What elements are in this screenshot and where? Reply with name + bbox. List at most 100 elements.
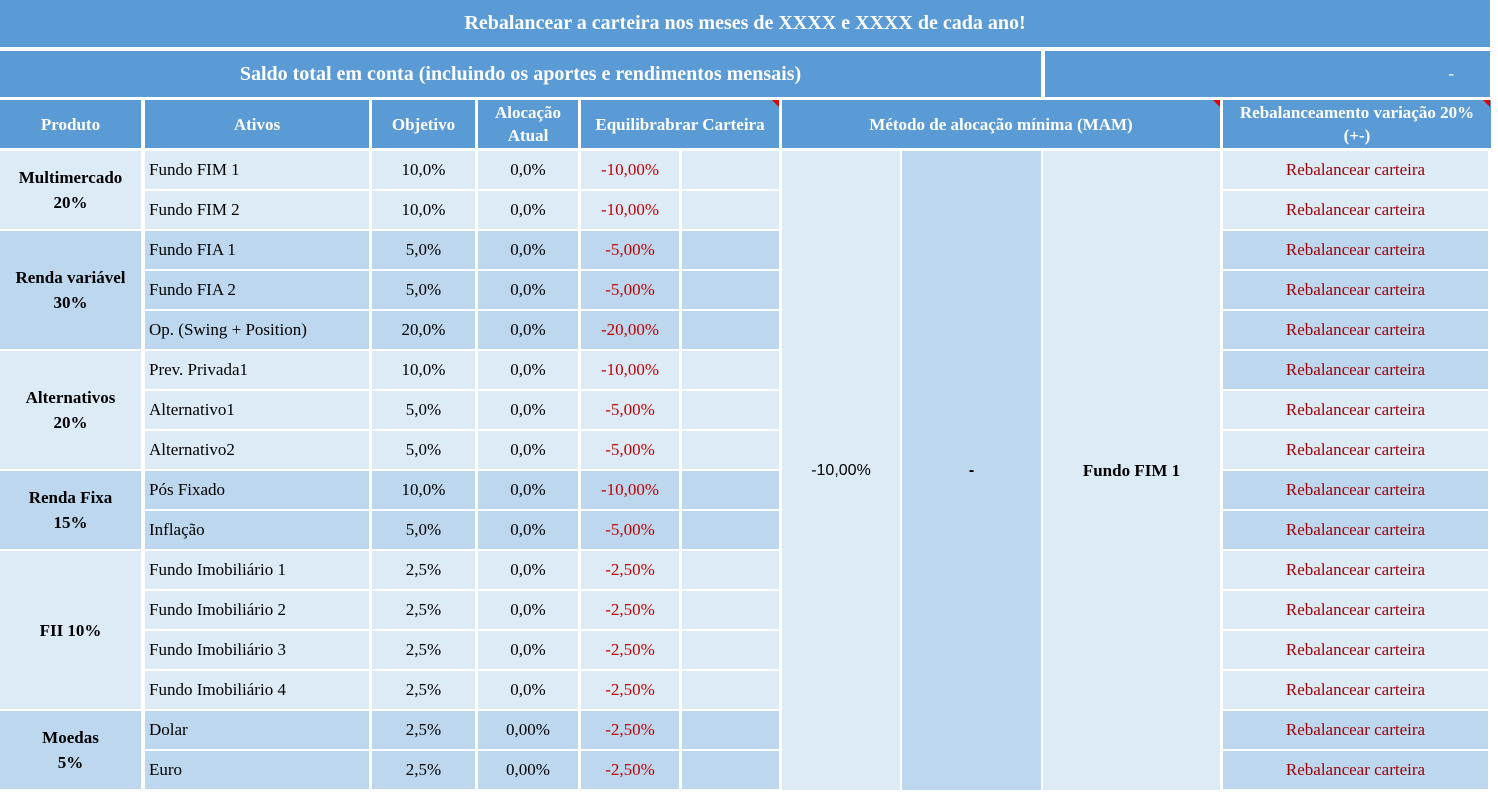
product-group-cell[interactable]: Renda variável 30% — [0, 231, 141, 349]
equilibrar-cell[interactable]: -2,50% — [581, 591, 679, 629]
saldo-value-cell[interactable]: - — [1045, 51, 1490, 97]
equilibrar-cell[interactable]: -10,00% — [581, 471, 679, 509]
mam-amount-cell[interactable]: - — [902, 151, 1041, 790]
asset-cell[interactable]: Alternativo1 — [145, 391, 369, 429]
asset-cell[interactable]: Fundo Imobiliário 2 — [145, 591, 369, 629]
objetivo-cell[interactable]: 20,0% — [372, 311, 475, 349]
equilibrar-value-cell[interactable] — [682, 231, 779, 269]
rebalancear-cell[interactable]: Rebalancear carteira — [1223, 471, 1488, 509]
equilibrar-value-cell[interactable] — [682, 751, 779, 789]
alocacao-cell[interactable]: 0,0% — [478, 391, 578, 429]
equilibrar-value-cell[interactable] — [682, 311, 779, 349]
rebalancear-cell[interactable]: Rebalancear carteira — [1223, 391, 1488, 429]
objetivo-cell[interactable]: 10,0% — [372, 471, 475, 509]
rebalancear-cell[interactable]: Rebalancear carteira — [1223, 671, 1488, 709]
equilibrar-cell[interactable]: -2,50% — [581, 671, 679, 709]
asset-cell[interactable]: Pós Fixado — [145, 471, 369, 509]
rebalancear-cell[interactable]: Rebalancear carteira — [1223, 151, 1488, 189]
equilibrar-cell[interactable]: -2,50% — [581, 711, 679, 749]
rebalancear-cell[interactable]: Rebalancear carteira — [1223, 231, 1488, 269]
equilibrar-value-cell[interactable] — [682, 191, 779, 229]
objetivo-cell[interactable]: 2,5% — [372, 711, 475, 749]
alocacao-cell[interactable]: 0,0% — [478, 471, 578, 509]
objetivo-cell[interactable]: 2,5% — [372, 551, 475, 589]
objetivo-cell[interactable]: 2,5% — [372, 671, 475, 709]
rebalancear-cell[interactable]: Rebalancear carteira — [1223, 191, 1488, 229]
equilibrar-value-cell[interactable] — [682, 631, 779, 669]
alocacao-cell[interactable]: 0,0% — [478, 671, 578, 709]
rebalancear-cell[interactable]: Rebalancear carteira — [1223, 271, 1488, 309]
rebalancear-cell[interactable]: Rebalancear carteira — [1223, 311, 1488, 349]
objetivo-cell[interactable]: 5,0% — [372, 271, 475, 309]
asset-cell[interactable]: Fundo FIM 1 — [145, 151, 369, 189]
asset-cell[interactable]: Op. (Swing + Position) — [145, 311, 369, 349]
alocacao-cell[interactable]: 0,0% — [478, 311, 578, 349]
equilibrar-value-cell[interactable] — [682, 671, 779, 709]
comment-flag-icon[interactable] — [772, 100, 779, 107]
objetivo-cell[interactable]: 5,0% — [372, 431, 475, 469]
alocacao-cell[interactable]: 0,0% — [478, 431, 578, 469]
rebalancear-cell[interactable]: Rebalancear carteira — [1223, 511, 1488, 549]
equilibrar-value-cell[interactable] — [682, 711, 779, 749]
objetivo-cell[interactable]: 2,5% — [372, 631, 475, 669]
equilibrar-value-cell[interactable] — [682, 391, 779, 429]
equilibrar-value-cell[interactable] — [682, 591, 779, 629]
rebalancear-cell[interactable]: Rebalancear carteira — [1223, 631, 1488, 669]
equilibrar-cell[interactable]: -5,00% — [581, 391, 679, 429]
product-group-cell[interactable]: Moedas 5% — [0, 711, 141, 789]
asset-cell[interactable]: Fundo Imobiliário 3 — [145, 631, 369, 669]
equilibrar-cell[interactable]: -20,00% — [581, 311, 679, 349]
equilibrar-value-cell[interactable] — [682, 551, 779, 589]
asset-cell[interactable]: Fundo FIA 1 — [145, 231, 369, 269]
asset-cell[interactable]: Inflação — [145, 511, 369, 549]
alocacao-cell[interactable]: 0,0% — [478, 631, 578, 669]
objetivo-cell[interactable]: 5,0% — [372, 391, 475, 429]
rebalancear-cell[interactable]: Rebalancear carteira — [1223, 591, 1488, 629]
equilibrar-value-cell[interactable] — [682, 431, 779, 469]
mam-fund-cell[interactable]: Fundo FIM 1 — [1043, 151, 1220, 790]
rebalancear-cell[interactable]: Rebalancear carteira — [1223, 551, 1488, 589]
objetivo-cell[interactable]: 10,0% — [372, 151, 475, 189]
alocacao-cell[interactable]: 0,00% — [478, 751, 578, 789]
equilibrar-cell[interactable]: -5,00% — [581, 431, 679, 469]
alocacao-cell[interactable]: 0,0% — [478, 551, 578, 589]
equilibrar-cell[interactable]: -5,00% — [581, 511, 679, 549]
objetivo-cell[interactable]: 5,0% — [372, 231, 475, 269]
alocacao-cell[interactable]: 0,00% — [478, 711, 578, 749]
equilibrar-cell[interactable]: -2,50% — [581, 631, 679, 669]
objetivo-cell[interactable]: 10,0% — [372, 351, 475, 389]
objetivo-cell[interactable]: 10,0% — [372, 191, 475, 229]
alocacao-cell[interactable]: 0,0% — [478, 351, 578, 389]
asset-cell[interactable]: Fundo Imobiliário 4 — [145, 671, 369, 709]
rebalancear-cell[interactable]: Rebalancear carteira — [1223, 431, 1488, 469]
alocacao-cell[interactable]: 0,0% — [478, 231, 578, 269]
equilibrar-value-cell[interactable] — [682, 271, 779, 309]
alocacao-cell[interactable]: 0,0% — [478, 511, 578, 549]
product-group-cell[interactable]: Alternativos 20% — [0, 351, 141, 469]
asset-cell[interactable]: Fundo Imobiliário 1 — [145, 551, 369, 589]
asset-cell[interactable]: Euro — [145, 751, 369, 789]
product-group-cell[interactable]: Renda Fixa 15% — [0, 471, 141, 549]
objetivo-cell[interactable]: 2,5% — [372, 591, 475, 629]
equilibrar-value-cell[interactable] — [682, 511, 779, 549]
equilibrar-value-cell[interactable] — [682, 351, 779, 389]
equilibrar-cell[interactable]: -5,00% — [581, 271, 679, 309]
objetivo-cell[interactable]: 2,5% — [372, 751, 475, 789]
alocacao-cell[interactable]: 0,0% — [478, 151, 578, 189]
equilibrar-cell[interactable]: -5,00% — [581, 231, 679, 269]
asset-cell[interactable]: Fundo FIA 2 — [145, 271, 369, 309]
comment-flag-icon[interactable] — [1483, 100, 1490, 107]
asset-cell[interactable]: Dolar — [145, 711, 369, 749]
product-group-cell[interactable]: FII 10% — [0, 551, 141, 709]
alocacao-cell[interactable]: 0,0% — [478, 271, 578, 309]
alocacao-cell[interactable]: 0,0% — [478, 591, 578, 629]
comment-flag-icon[interactable] — [1213, 100, 1220, 107]
equilibrar-cell[interactable]: -10,00% — [581, 191, 679, 229]
equilibrar-value-cell[interactable] — [682, 151, 779, 189]
rebalancear-cell[interactable]: Rebalancear carteira — [1223, 711, 1488, 749]
asset-cell[interactable]: Prev. Privada1 — [145, 351, 369, 389]
asset-cell[interactable]: Fundo FIM 2 — [145, 191, 369, 229]
equilibrar-cell[interactable]: -10,00% — [581, 351, 679, 389]
equilibrar-cell[interactable]: -10,00% — [581, 151, 679, 189]
equilibrar-cell[interactable]: -2,50% — [581, 551, 679, 589]
